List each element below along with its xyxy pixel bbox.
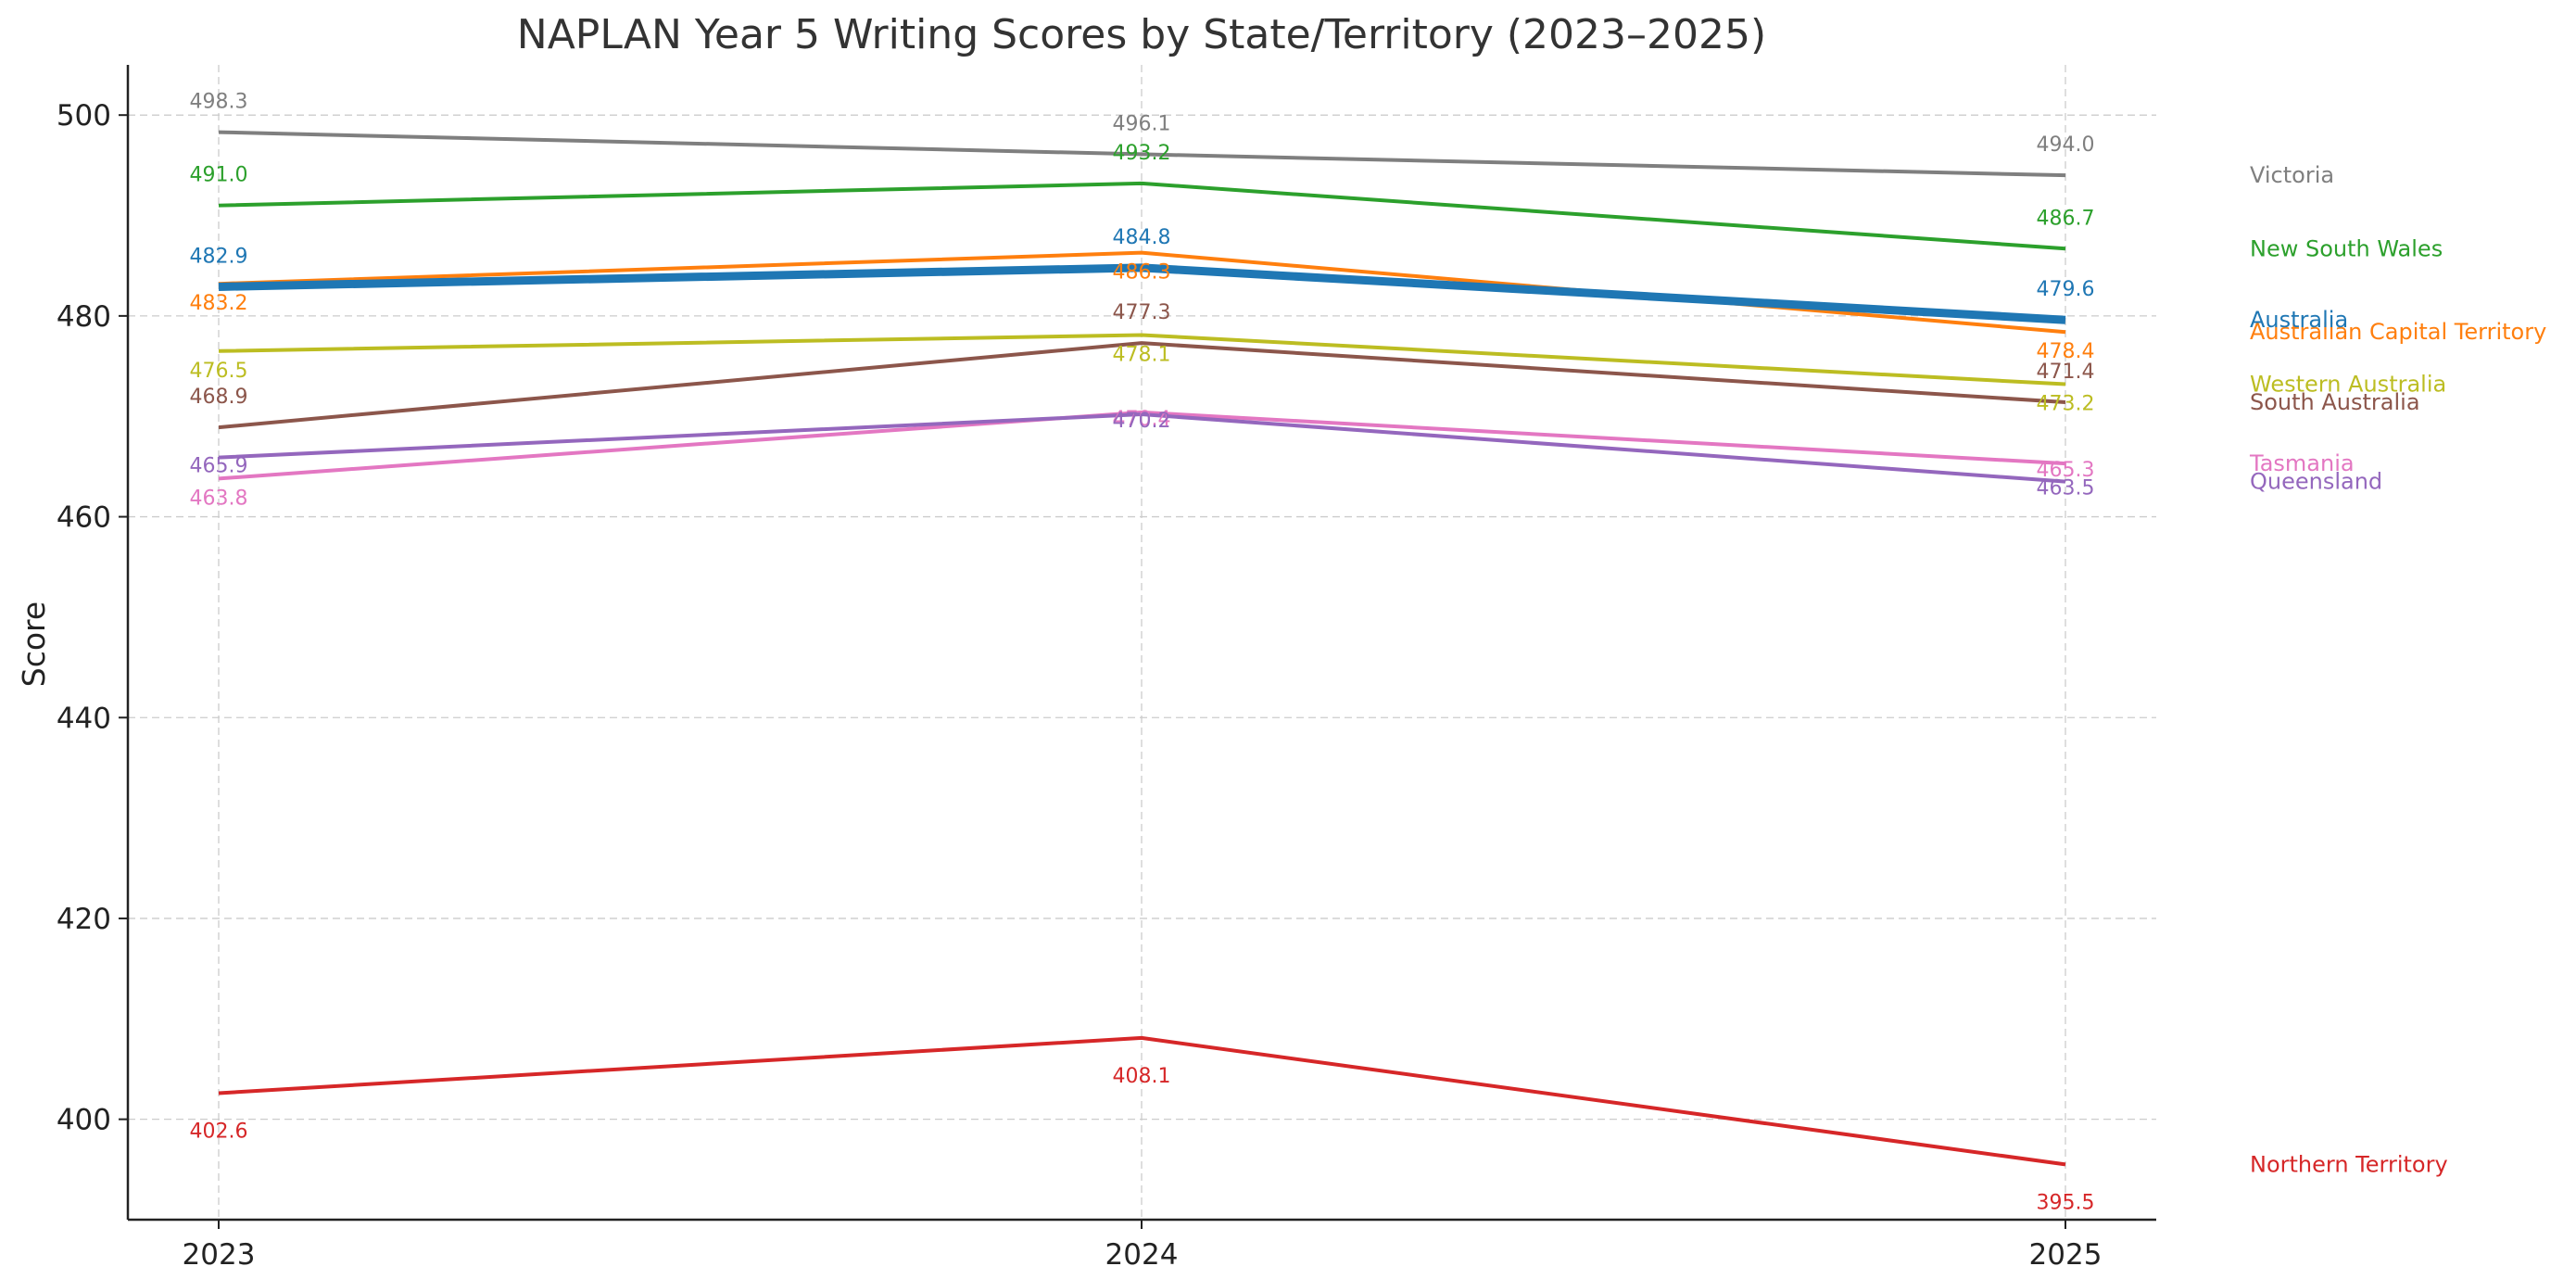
x-tick-label-2024: 2024 [1105,1238,1179,1272]
series-line-tasmania [218,410,2066,481]
axes: 400 420 440 460 480 500 2023 2024 2025 [57,65,2156,1272]
series-line-western-australia [218,333,2066,386]
data-label-victoria-2023: 498.3 [190,91,248,114]
series-line-queensland [218,412,2066,484]
series-line-australia [218,263,2066,324]
data-label-south-australia-2024: 477.3 [1113,301,1171,324]
data-label-western-australia-2023: 476.5 [190,360,248,383]
data-label-australia-2024: 484.8 [1113,226,1171,249]
data-label-australian-capital-territory-2025: 478.4 [2037,340,2095,363]
data-label-queensland-2024: 470.2 [1113,410,1171,433]
data-label-queensland-2023: 465.9 [190,455,248,478]
series-name-queensland: Queensland [2250,469,2382,495]
data-label-western-australia-2025: 473.2 [2037,393,2095,416]
series-name-western-australia: Western Australia [2250,372,2446,398]
series-line-new-south-wales [218,181,2066,251]
y-tick-label-440: 440 [57,702,111,735]
series-name-south-australia: South Australia [2250,389,2420,415]
data-label-south-australia-2025: 471.4 [2037,361,2095,384]
chart-title: NAPLAN Year 5 Writing Scores by State/Te… [517,11,1766,58]
y-tick-label-480: 480 [57,300,111,334]
data-label-victoria-2025: 494.0 [2037,133,2095,157]
data-label-australia-2025: 479.6 [2037,278,2095,301]
data-label-tasmania-2024: 470.4 [1113,408,1171,431]
y-tick-label-400: 400 [57,1104,111,1137]
data-label-western-australia-2024: 478.1 [1113,343,1171,366]
y-axis-label: Score [16,602,52,687]
grid [128,65,2156,1220]
series-lines [218,130,2066,1167]
series-name-northern-territory: Northern Territory [2250,1151,2448,1177]
data-label-new-south-wales-2023: 491.0 [190,164,248,187]
data-label-queensland-2025: 463.5 [2037,477,2095,500]
data-label-tasmania-2025: 465.3 [2037,459,2095,482]
data-label-new-south-wales-2025: 486.7 [2037,207,2095,230]
data-label-northern-territory-2024: 408.1 [1113,1065,1171,1088]
x-tick-label-2025: 2025 [2029,1238,2102,1272]
series-line-victoria [218,130,2066,178]
data-label-new-south-wales-2024: 493.2 [1113,142,1171,165]
series-line-south-australia [218,341,2066,430]
series-name-tasmania: Tasmania [2249,450,2355,476]
series-name-victoria: Victoria [2250,162,2334,188]
y-tick-label-460: 460 [57,501,111,535]
data-labels: 498.3 496.1 494.0 Victoria 491.0 493.2 486.7 Ne… [190,91,2547,1215]
series-line-northern-territory [218,1035,2066,1167]
series-name-australian-capital-territory: Australian Capital Territory [2250,319,2546,345]
series-name-new-south-wales: New South Wales [2250,235,2443,261]
data-label-south-australia-2023: 468.9 [190,386,248,409]
data-label-australian-capital-territory-2024: 486.3 [1113,261,1171,285]
data-label-australian-capital-territory-2023: 483.2 [190,292,248,315]
y-tick-label-420: 420 [57,903,111,936]
y-tick-label-500: 500 [57,99,111,133]
x-tick-label-2023: 2023 [183,1238,256,1272]
data-label-northern-territory-2023: 402.6 [190,1120,248,1143]
data-label-victoria-2024: 496.1 [1113,112,1171,135]
data-label-tasmania-2023: 463.8 [190,487,248,510]
data-label-northern-territory-2025: 395.5 [2037,1191,2095,1214]
series-name-australia: Australia [2250,307,2348,333]
data-label-australia-2023: 482.9 [190,245,248,268]
